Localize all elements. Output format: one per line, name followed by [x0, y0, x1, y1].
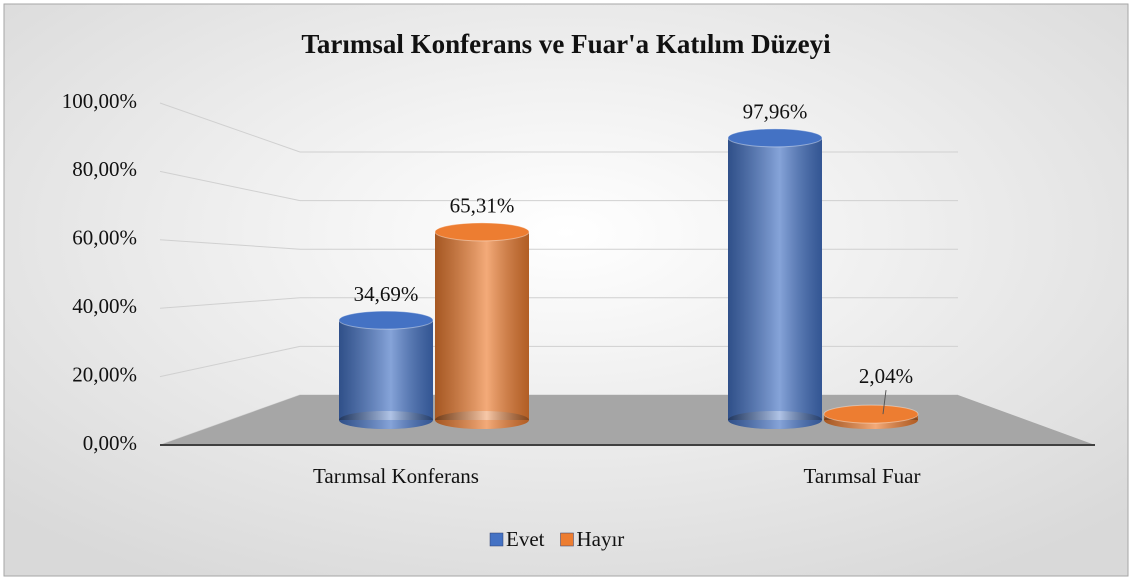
grid-line	[159, 297, 301, 309]
chart-background	[3, 3, 1129, 577]
bar-shade	[339, 320, 433, 420]
leader-line	[882, 390, 887, 415]
bar-bottom-shade	[435, 411, 529, 429]
bar-bottom-shade	[339, 411, 433, 429]
y-tick-label: 20,00%	[72, 362, 137, 386]
legend-swatch	[560, 532, 574, 547]
legend-swatch	[489, 532, 504, 547]
x-tick-label: Tarımsal Konferans	[313, 464, 479, 488]
grid-line	[159, 239, 301, 250]
y-tick-label: 80,00%	[72, 157, 137, 181]
grid-line	[159, 170, 301, 202]
legend-label: Evet	[506, 527, 545, 551]
bar	[823, 404, 919, 429]
data-label: 34,69%	[354, 282, 419, 306]
y-tick-label: 0,00%	[83, 431, 137, 455]
bar	[338, 310, 434, 429]
bar-top	[434, 222, 530, 242]
data-label: 65,31%	[450, 194, 515, 218]
floor	[160, 395, 1095, 445]
bar-top	[727, 128, 823, 148]
bar-shade	[435, 231, 529, 420]
data-label: 2,04%	[859, 364, 913, 388]
bar-shade	[728, 137, 822, 421]
x-tick-label: Tarımsal Fuar	[804, 464, 921, 488]
grid-line	[159, 345, 301, 378]
bar-bottom-shade	[728, 411, 822, 429]
y-tick-label: 100,00%	[62, 89, 137, 113]
data-label: 97,96%	[743, 100, 808, 124]
bar	[727, 128, 823, 429]
y-tick-label: 60,00%	[72, 226, 137, 250]
chart-title: Tarımsal Konferans ve Fuar'a Katılım Düz…	[301, 29, 831, 59]
grid-line	[159, 102, 301, 153]
bar-top	[823, 404, 919, 424]
bar	[434, 222, 530, 429]
y-tick-label: 40,00%	[72, 294, 137, 318]
bar-top	[338, 310, 434, 330]
legend-label: Hayır	[576, 527, 624, 551]
